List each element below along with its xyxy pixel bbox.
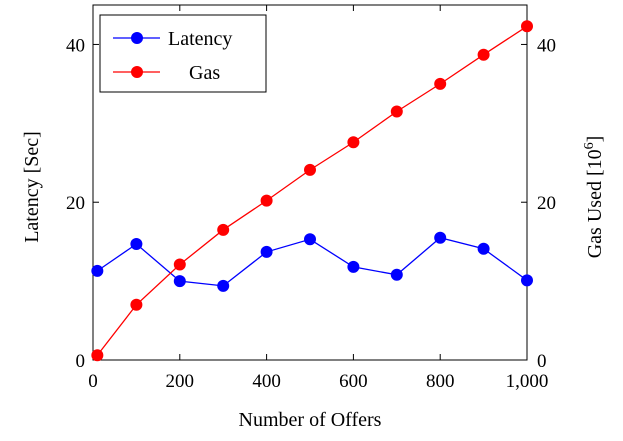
y-axis-right-title-base: Gas Used [10 [584,149,606,258]
data-point-latency [130,238,143,251]
legend-label-gas: Gas [189,62,220,84]
x-tick-label: 1,000 [506,371,549,392]
data-point-gas [521,20,533,33]
y-left-tick-label: 20 [66,193,85,214]
data-point-gas [434,77,447,90]
data-point-latency [390,268,403,281]
data-point-gas [260,194,273,207]
y-left-tick-label: 40 [66,35,85,56]
x-tick-label: 800 [426,371,455,392]
data-point-latency [434,231,447,244]
x-tick-label: 600 [339,371,368,392]
data-point-gas [173,258,186,271]
x-tick-label: 200 [166,371,195,392]
data-point-latency [173,275,186,288]
x-axis-title: Number of Offers [239,409,382,431]
y-right-tick-label: 20 [537,193,556,214]
y-left-tick-label: 0 [76,351,86,372]
legend-marker-latency [131,32,143,44]
data-point-gas [304,163,316,176]
data-point-latency [91,264,104,277]
legend-label-latency: Latency [168,28,232,50]
data-point-gas [91,349,104,362]
x-tick-label: 400 [252,371,281,392]
y-axis-right-title: Gas Used [106] [582,136,606,259]
data-point-latency [477,242,490,255]
plot-frame [92,4,528,361]
y-right-tick-label: 40 [537,35,556,56]
legend: Latency Gas [99,14,267,93]
data-point-latency [304,233,316,246]
series-line-latency [96,237,528,287]
data-point-latency [347,260,360,273]
y-axis-right-title-exponent: 6 [582,142,597,149]
y-axis-left-title: Latency [Sec] [21,131,43,243]
data-point-gas [130,298,143,311]
y-axis-right-title-close: ] [584,136,606,143]
data-point-latency [521,274,533,287]
data-point-gas [347,136,360,149]
legend-box [99,14,267,93]
y-right-tick-label: 0 [537,351,547,372]
data-point-gas [477,48,490,61]
data-point-gas [390,105,403,118]
legend-marker-gas [131,66,143,78]
x-tick-label: 0 [88,371,98,392]
data-point-gas [217,223,230,236]
data-point-latency [217,279,230,292]
data-point-latency [260,245,273,258]
